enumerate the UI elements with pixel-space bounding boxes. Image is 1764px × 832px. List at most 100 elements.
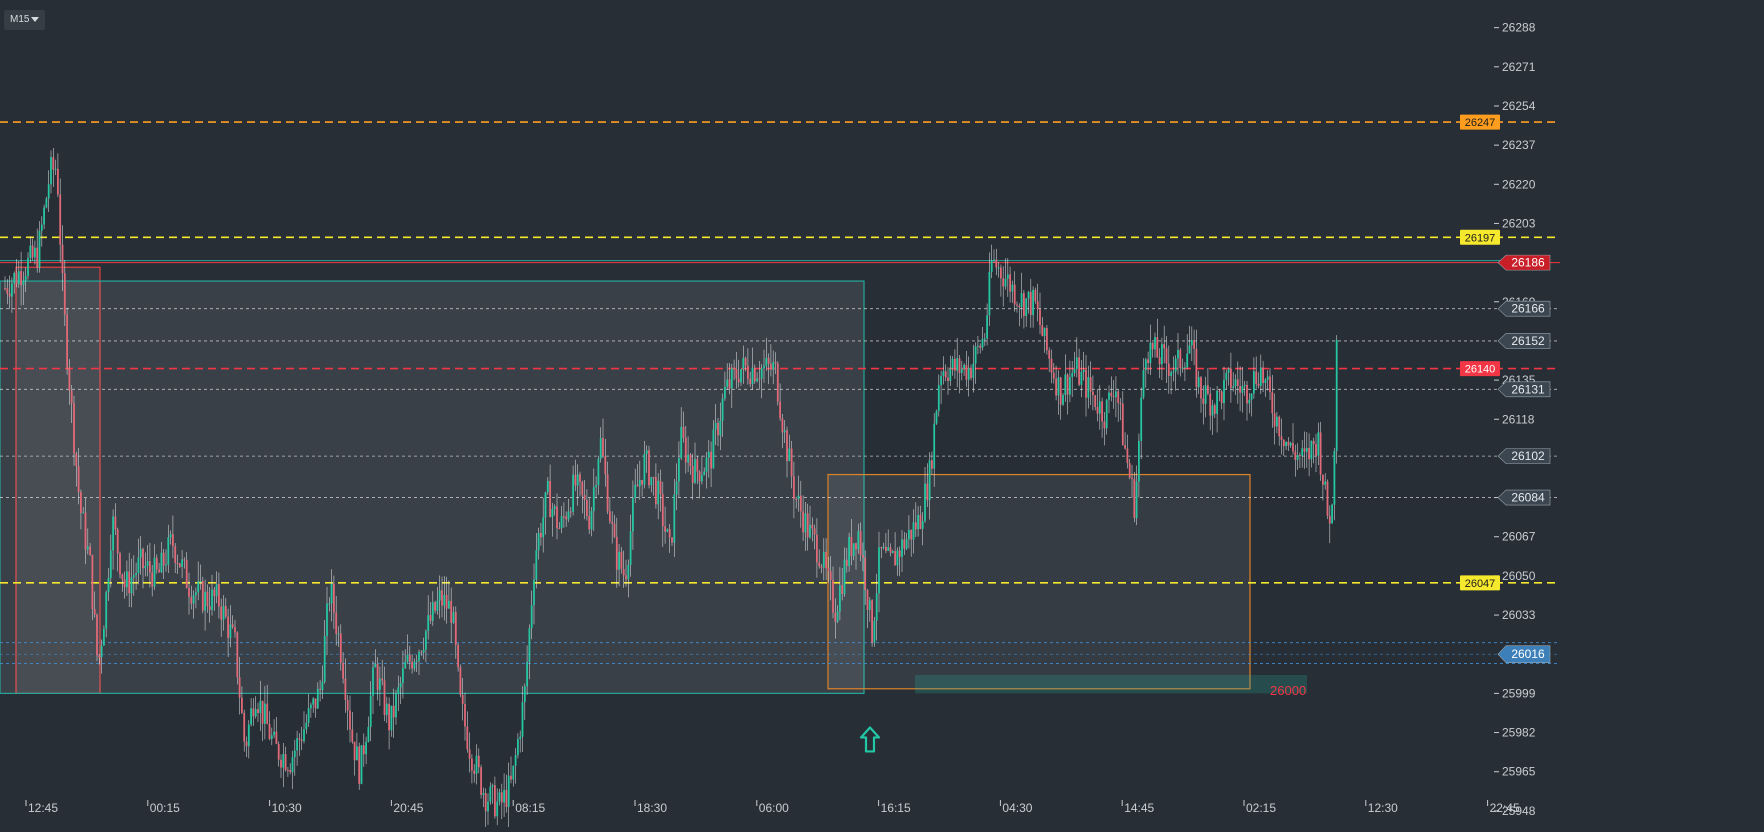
y-tick-label: 26237 (1502, 138, 1536, 152)
candle-body (1303, 448, 1306, 452)
candle-body (208, 606, 211, 610)
candle-body (406, 654, 409, 662)
candle-body (634, 484, 637, 499)
candle-body (609, 511, 611, 522)
price-badge-26084[interactable]: 26084 (1497, 489, 1551, 506)
candle-body (574, 474, 577, 486)
candle-body (756, 378, 758, 382)
candle-body (160, 552, 163, 573)
candle-body (362, 745, 365, 755)
candle-body (1075, 357, 1078, 370)
candle-body (560, 516, 563, 529)
candle-body (758, 378, 761, 380)
candle-body (130, 577, 133, 594)
y-tick-label: 26067 (1502, 530, 1536, 544)
candle-body (1161, 344, 1163, 365)
candle-body (1282, 439, 1285, 447)
candle-body (1080, 371, 1083, 385)
price-badge-26016[interactable]: 26016 (1497, 645, 1551, 664)
candle-body (358, 746, 361, 784)
price-badge-26047[interactable]: 26047 (1460, 575, 1500, 591)
candle-body (921, 521, 924, 529)
candle-body (1059, 377, 1062, 405)
candle-body (586, 500, 588, 517)
price-badge-label: 26186 (1511, 256, 1545, 270)
red-zone (15, 266, 101, 694)
price-badge-26247[interactable]: 26247 (1460, 114, 1500, 130)
candle-body (1078, 357, 1080, 385)
candle-body (399, 682, 402, 688)
candle-body (779, 401, 781, 419)
candle-body (618, 551, 620, 570)
candle-body (1204, 385, 1207, 404)
candle-body (855, 543, 857, 550)
candle-body (367, 726, 370, 742)
candle-body (1216, 390, 1218, 414)
price-axis[interactable]: 2628826271262542623726220262032616926135… (1460, 21, 1551, 818)
candle-body (546, 480, 549, 493)
candle-body (218, 584, 220, 607)
candle-body (505, 789, 508, 807)
candle-body (1036, 301, 1039, 310)
candles-layer (4, 148, 1338, 831)
candle-body (512, 765, 515, 780)
candle-body (103, 628, 105, 646)
price-badge-26131[interactable]: 26131 (1497, 381, 1551, 398)
time-axis[interactable]: 12:45 00:15 10:30 20:45 08:15 18:30 06:00 16:15… (25, 800, 1520, 815)
candle-body (1004, 278, 1007, 287)
price-badge-26166[interactable]: 26166 (1497, 300, 1551, 317)
candle-body (211, 589, 213, 610)
candle-body (572, 474, 574, 512)
candle-body (733, 368, 735, 370)
candle-body (1225, 372, 1228, 380)
candle-body (799, 495, 802, 512)
candle-body (1094, 395, 1097, 408)
candle-body (328, 603, 331, 605)
candle-body (96, 614, 98, 656)
candle-body (429, 615, 432, 621)
candle-body (1050, 358, 1053, 373)
price-badge-26197[interactable]: 26197 (1460, 229, 1500, 245)
candle-body (604, 456, 607, 475)
candle-body (1018, 305, 1021, 308)
timeframe-button[interactable]: M15 (4, 10, 46, 30)
candle-body (457, 645, 459, 668)
candle-body (181, 559, 183, 567)
candle-body (763, 365, 765, 369)
candle-body (464, 703, 466, 727)
candle-body (1308, 447, 1310, 460)
candle-body (461, 694, 464, 704)
teal-zone (0, 280, 865, 694)
candle-body (1289, 442, 1292, 446)
candle-body (1020, 293, 1023, 308)
candle-body (303, 729, 305, 742)
candle-body (1239, 386, 1241, 393)
candle-body (1135, 481, 1138, 518)
candle-body (418, 651, 420, 661)
price-badge-26140[interactable]: 26140 (1460, 361, 1500, 377)
candle-body (1165, 348, 1168, 364)
candle-body (86, 546, 89, 550)
price-badge-26102[interactable]: 26102 (1497, 448, 1551, 464)
candle-body (250, 708, 252, 725)
candle-body (1149, 342, 1152, 364)
candle-body (730, 368, 733, 389)
candle-body (89, 546, 91, 556)
candle-body (466, 726, 469, 750)
candle-body (790, 448, 793, 477)
candle-body (673, 494, 676, 543)
candle-body (1048, 350, 1051, 359)
price-badge-26186[interactable]: 26186 (1497, 254, 1551, 271)
candle-body (510, 775, 512, 780)
candle-body (694, 459, 696, 483)
price-badge-26152[interactable]: 26152 (1497, 333, 1551, 349)
candle-body (98, 655, 101, 658)
candle-body (275, 731, 278, 744)
candle-body (556, 506, 558, 528)
candle-body (1179, 349, 1182, 369)
candle-body (321, 681, 324, 691)
candle-body (963, 364, 965, 369)
candle-body (765, 357, 768, 366)
